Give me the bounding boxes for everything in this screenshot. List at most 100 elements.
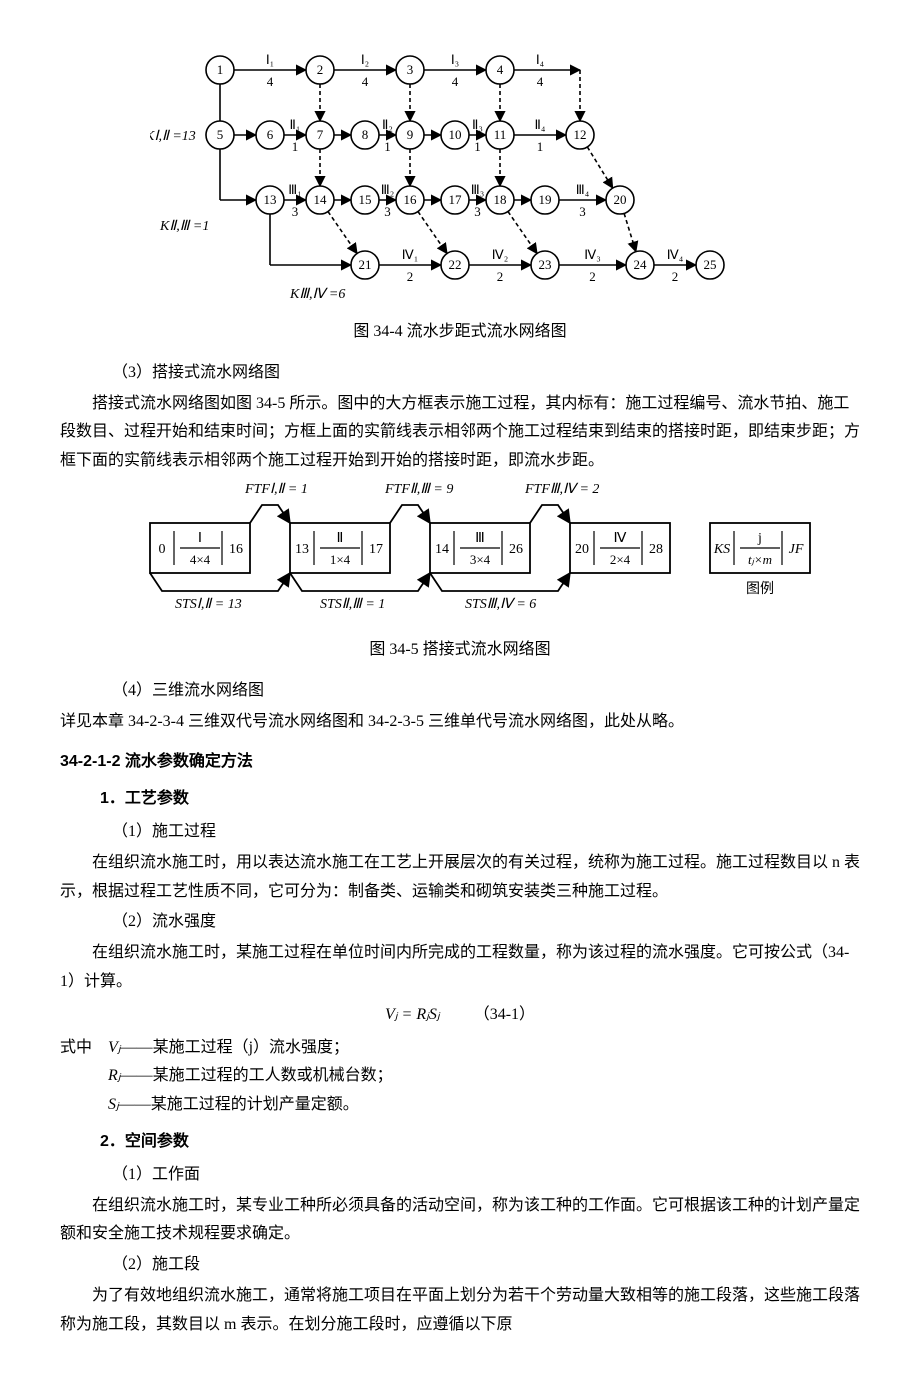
- vardef3-text: ——某施工过程的计划产量定额。: [119, 1096, 359, 1113]
- svg-text:20: 20: [575, 542, 589, 557]
- svg-text:Ⅰ₂: Ⅰ₂: [361, 52, 369, 67]
- item-3-paragraph: 搭接式流水网络图如图 34-5 所示。图中的大方框表示施工过程，其内标有：施工过…: [60, 390, 860, 476]
- svg-text:2: 2: [317, 62, 324, 77]
- svg-text:1: 1: [217, 62, 224, 77]
- vardef-line2: Rⱼ——某施工过程的工人数或机械台数；: [108, 1062, 860, 1091]
- svg-text:24: 24: [634, 257, 648, 272]
- svg-text:KⅡ,Ⅲ =1: KⅡ,Ⅲ =1: [159, 219, 209, 234]
- svg-text:Ⅲ: Ⅲ: [475, 531, 485, 546]
- svg-text:14: 14: [435, 542, 449, 557]
- svg-text:Ⅳ₄: Ⅳ₄: [667, 247, 684, 262]
- svg-text:22: 22: [449, 257, 462, 272]
- svg-text:STSⅢ,Ⅳ = 6: STSⅢ,Ⅳ = 6: [465, 597, 536, 612]
- svg-text:3: 3: [407, 62, 414, 77]
- svg-text:1: 1: [474, 139, 481, 154]
- svg-text:2: 2: [589, 269, 596, 284]
- sec1-para2: 在组织流水施工时，某施工过程在单位时间内所完成的工程数量，称为该过程的流水强度。…: [60, 939, 860, 997]
- var-vj: Vⱼ: [108, 1039, 121, 1056]
- svg-text:16: 16: [404, 192, 418, 207]
- sec1-item2: （2）流水强度: [80, 908, 860, 937]
- svg-text:KS: KS: [713, 542, 730, 557]
- item-4-paragraph: 详见本章 34-2-3-4 三维双代号流水网络图和 34-2-3-5 三维单代号…: [60, 708, 860, 737]
- svg-text:1×4: 1×4: [330, 552, 351, 567]
- svg-text:5: 5: [217, 127, 224, 142]
- svg-text:Ⅱ₂: Ⅱ₂: [382, 117, 393, 132]
- vardef-line3: Sⱼ——某施工过程的计划产量定额。: [108, 1091, 860, 1120]
- svg-text:STSⅡ,Ⅲ = 1: STSⅡ,Ⅲ = 1: [320, 597, 385, 612]
- svg-text:Ⅲ₄: Ⅲ₄: [576, 182, 590, 197]
- svg-text:9: 9: [407, 127, 414, 142]
- svg-text:19: 19: [539, 192, 552, 207]
- svg-text:18: 18: [494, 192, 507, 207]
- svg-text:7: 7: [317, 127, 324, 142]
- variable-definitions: 式中 Vⱼ——某施工过程（j）流水强度；: [60, 1034, 860, 1063]
- svg-text:Ⅰ₁: Ⅰ₁: [266, 52, 274, 67]
- svg-text:0: 0: [159, 542, 166, 557]
- svg-text:12: 12: [574, 127, 587, 142]
- svg-text:3: 3: [579, 204, 586, 219]
- svg-text:Ⅱ: Ⅱ: [337, 531, 344, 546]
- svg-text:Ⅳ₂: Ⅳ₂: [492, 247, 509, 262]
- svg-text:8: 8: [362, 127, 369, 142]
- section-heading-34-2-1-2: 34-2-1-2 流水参数确定方法: [60, 748, 860, 777]
- svg-text:10: 10: [449, 127, 462, 142]
- sec1-para1: 在组织流水施工时，用以表达流水施工在工艺上开展层次的有关过程，统称为施工过程。施…: [60, 849, 860, 907]
- svg-text:15: 15: [359, 192, 372, 207]
- svg-text:FTFⅡ,Ⅲ = 9: FTFⅡ,Ⅲ = 9: [384, 482, 453, 497]
- svg-text:STSⅠ,Ⅱ = 13: STSⅠ,Ⅱ = 13: [175, 597, 242, 612]
- svg-text:FTFⅢ,Ⅳ = 2: FTFⅢ,Ⅳ = 2: [524, 482, 599, 497]
- svg-text:11: 11: [494, 127, 507, 142]
- svg-text:23: 23: [539, 257, 552, 272]
- svg-text:Ⅰ: Ⅰ: [198, 531, 202, 546]
- svg-text:28: 28: [649, 542, 663, 557]
- figure-34-4: Ⅰ₁4Ⅰ₂4Ⅰ₃4Ⅰ₄4Ⅱ₁1Ⅱ₂1Ⅱ₃1Ⅱ₄1Ⅲ₁3Ⅲ₂3Ⅲ₃3Ⅲ₄3Ⅳ₁2Ⅳ…: [60, 40, 860, 347]
- svg-text:13: 13: [295, 542, 309, 557]
- svg-text:Ⅲ₃: Ⅲ₃: [471, 182, 485, 197]
- svg-text:21: 21: [359, 257, 372, 272]
- svg-text:4: 4: [267, 74, 274, 89]
- svg-text:2: 2: [497, 269, 504, 284]
- svg-text:Ⅰ₄: Ⅰ₄: [536, 52, 545, 67]
- vardef2-text: ——某施工过程的工人数或机械台数；: [121, 1067, 393, 1084]
- svg-text:Ⅳ₁: Ⅳ₁: [402, 247, 419, 262]
- svg-text:Ⅱ₃: Ⅱ₃: [472, 117, 483, 132]
- svg-text:KⅢ,Ⅳ =6: KⅢ,Ⅳ =6: [289, 287, 345, 302]
- svg-text:tⱼ×m: tⱼ×m: [748, 552, 772, 567]
- svg-text:Ⅲ₁: Ⅲ₁: [288, 182, 302, 197]
- svg-text:16: 16: [229, 542, 243, 557]
- sec2-item2: （2）施工段: [80, 1251, 860, 1280]
- overlap-diagram-34-5: 016Ⅰ4×41317Ⅱ1×41426Ⅲ3×42028Ⅳ2×4KSJFjtⱼ×m…: [90, 478, 830, 628]
- sec2-item1: （1）工作面: [80, 1161, 860, 1190]
- svg-text:4×4: 4×4: [190, 552, 211, 567]
- svg-text:Ⅳ: Ⅳ: [614, 531, 627, 546]
- svg-text:2: 2: [407, 269, 414, 284]
- svg-text:3×4: 3×4: [470, 552, 491, 567]
- formula-34-1: Vⱼ = RⱼSⱼ （34-1）: [60, 1001, 860, 1030]
- svg-text:2×4: 2×4: [610, 552, 631, 567]
- svg-text:3: 3: [292, 204, 299, 219]
- subsection-2-title: 2．空间参数: [100, 1128, 860, 1157]
- subsection-1-title: 1．工艺参数: [100, 785, 860, 814]
- svg-text:20: 20: [614, 192, 627, 207]
- svg-text:4: 4: [362, 74, 369, 89]
- formula-text: Vⱼ = RⱼSⱼ: [385, 1006, 440, 1023]
- formula-number: （34-1）: [474, 1006, 535, 1023]
- svg-text:3: 3: [384, 204, 391, 219]
- figure-34-4-caption: 图 34-4 流水步距式流水网络图: [60, 318, 860, 347]
- svg-text:图例: 图例: [746, 581, 774, 597]
- svg-text:4: 4: [452, 74, 459, 89]
- svg-text:13: 13: [264, 192, 277, 207]
- svg-text:2: 2: [672, 269, 679, 284]
- vardef1-text: ——某施工过程（j）流水强度；: [121, 1039, 349, 1056]
- svg-text:KⅠ,Ⅱ =13: KⅠ,Ⅱ =13: [150, 129, 196, 144]
- svg-text:Ⅱ₁: Ⅱ₁: [290, 117, 301, 132]
- item-4-heading: （4）三维流水网络图: [80, 677, 860, 706]
- figure-34-5: 016Ⅰ4×41317Ⅱ1×41426Ⅲ3×42028Ⅳ2×4KSJFjtⱼ×m…: [60, 478, 860, 665]
- svg-text:1: 1: [292, 139, 299, 154]
- svg-text:Ⅱ₄: Ⅱ₄: [535, 117, 546, 132]
- svg-text:3: 3: [474, 204, 481, 219]
- svg-text:JF: JF: [789, 542, 804, 557]
- svg-text:FTFⅠ,Ⅱ = 1: FTFⅠ,Ⅱ = 1: [244, 482, 308, 497]
- svg-text:6: 6: [267, 127, 274, 142]
- var-sj: Sⱼ: [108, 1096, 119, 1113]
